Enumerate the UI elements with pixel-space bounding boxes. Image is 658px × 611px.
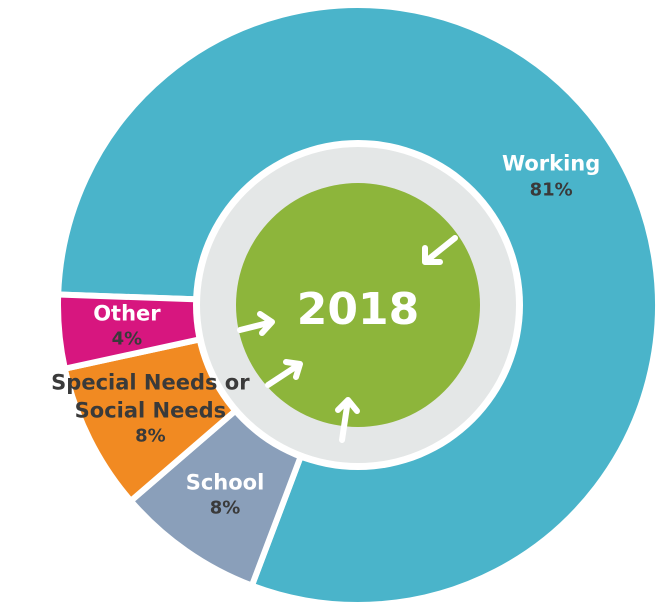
slice-label: Working 81% [451,150,651,203]
arrow [265,359,303,388]
arrow [335,397,360,443]
category-label: Other [93,301,161,326]
category-label: Working [501,152,601,177]
category-label: Special Needs or Social Needs [51,370,250,423]
value-label: 8% [135,425,166,447]
slice-label: Other 4% [27,299,227,352]
arrow [422,235,458,265]
category-label: School [185,470,265,495]
value-label: 81% [529,179,573,201]
slice-label: Special Needs or Social Needs 8% [50,368,250,449]
value-label: 4% [111,328,143,350]
value-label: 8% [209,498,241,520]
arrow [237,311,275,336]
arrows [237,235,458,443]
center-label: 2018 [297,284,419,335]
slice-label: School 8% [125,469,325,522]
